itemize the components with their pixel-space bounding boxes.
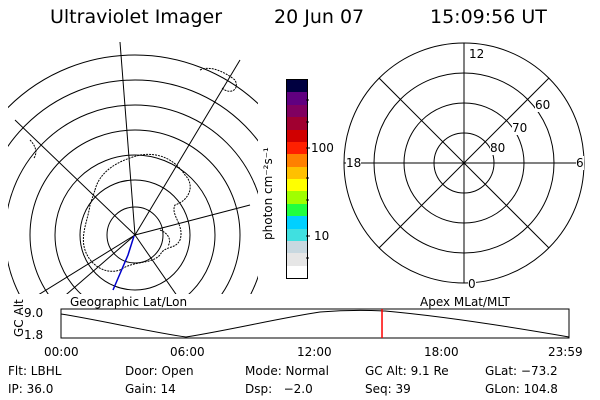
time-label: 15:09:56 UT <box>430 6 547 28</box>
status-door: Door: Open <box>125 364 194 378</box>
mlt-label-6: 6 <box>576 156 584 170</box>
colorbar-segment <box>287 191 307 204</box>
colorbar <box>286 79 308 279</box>
left-map-caption: Geographic Lat/Lon <box>70 295 188 309</box>
polar-plot-caption: Apex MLat/MLT <box>420 295 510 309</box>
colorbar-segment <box>287 80 307 93</box>
colorbar-tick-10: 10 <box>314 229 330 243</box>
colorbar-segment <box>287 265 307 278</box>
colorbar-segment <box>287 104 307 118</box>
colorbar-segment <box>287 216 307 229</box>
colorbar-tick-100: 100 <box>311 141 334 155</box>
colorbar-segment <box>287 154 307 167</box>
colorbar-segment <box>287 117 307 130</box>
mlt-label-0: 0 <box>468 277 476 291</box>
status-mode: Mode: Normal <box>245 364 329 378</box>
colorbar-segment <box>287 253 307 266</box>
timeline-x-tick-1: 06:00 <box>170 345 205 359</box>
status-glon: GLon: 104.8 <box>485 382 558 396</box>
colorbar-segment <box>287 92 307 105</box>
colorbar-segment <box>287 203 307 217</box>
colorbar-segment <box>287 166 307 179</box>
mlt-label-12: 12 <box>469 47 485 61</box>
timeline-y-tick-top: 9.0 <box>24 306 44 320</box>
timeline-x-tick-3: 18:00 <box>424 345 459 359</box>
status-gc-alt: GC Alt: 9.1 Re <box>365 364 449 378</box>
status-ip: IP: 36.0 <box>8 382 54 396</box>
timeline-x-tick-4: 23:59 <box>548 345 583 359</box>
status-gain: Gain: 14 <box>125 382 176 396</box>
colorbar-segment <box>287 228 307 241</box>
timeline-x-tick-0: 00:00 <box>44 345 79 359</box>
colorbar-segment <box>287 141 307 155</box>
date-label: 20 Jun 07 <box>274 6 365 28</box>
status-dsp: Dsp: −2.0 <box>245 382 313 396</box>
timeline-x-tick-2: 12:00 <box>297 345 332 359</box>
status-seq: Seq: 39 <box>365 382 411 396</box>
mlt-label-18: 18 <box>346 156 362 170</box>
colorbar-segment <box>287 240 307 254</box>
app-title: Ultraviolet Imager <box>50 6 223 28</box>
status-flt: Flt: LBHL <box>8 364 62 378</box>
colorbar-segment <box>287 179 307 192</box>
timeline-y-tick-bottom: 1.8 <box>24 328 44 342</box>
mlat-label-80: 80 <box>490 141 506 155</box>
colorbar-segment <box>287 129 307 142</box>
mlat-label-70: 70 <box>512 121 528 135</box>
status-glat: GLat: −73.2 <box>485 364 558 378</box>
mlat-label-60: 60 <box>535 98 551 112</box>
